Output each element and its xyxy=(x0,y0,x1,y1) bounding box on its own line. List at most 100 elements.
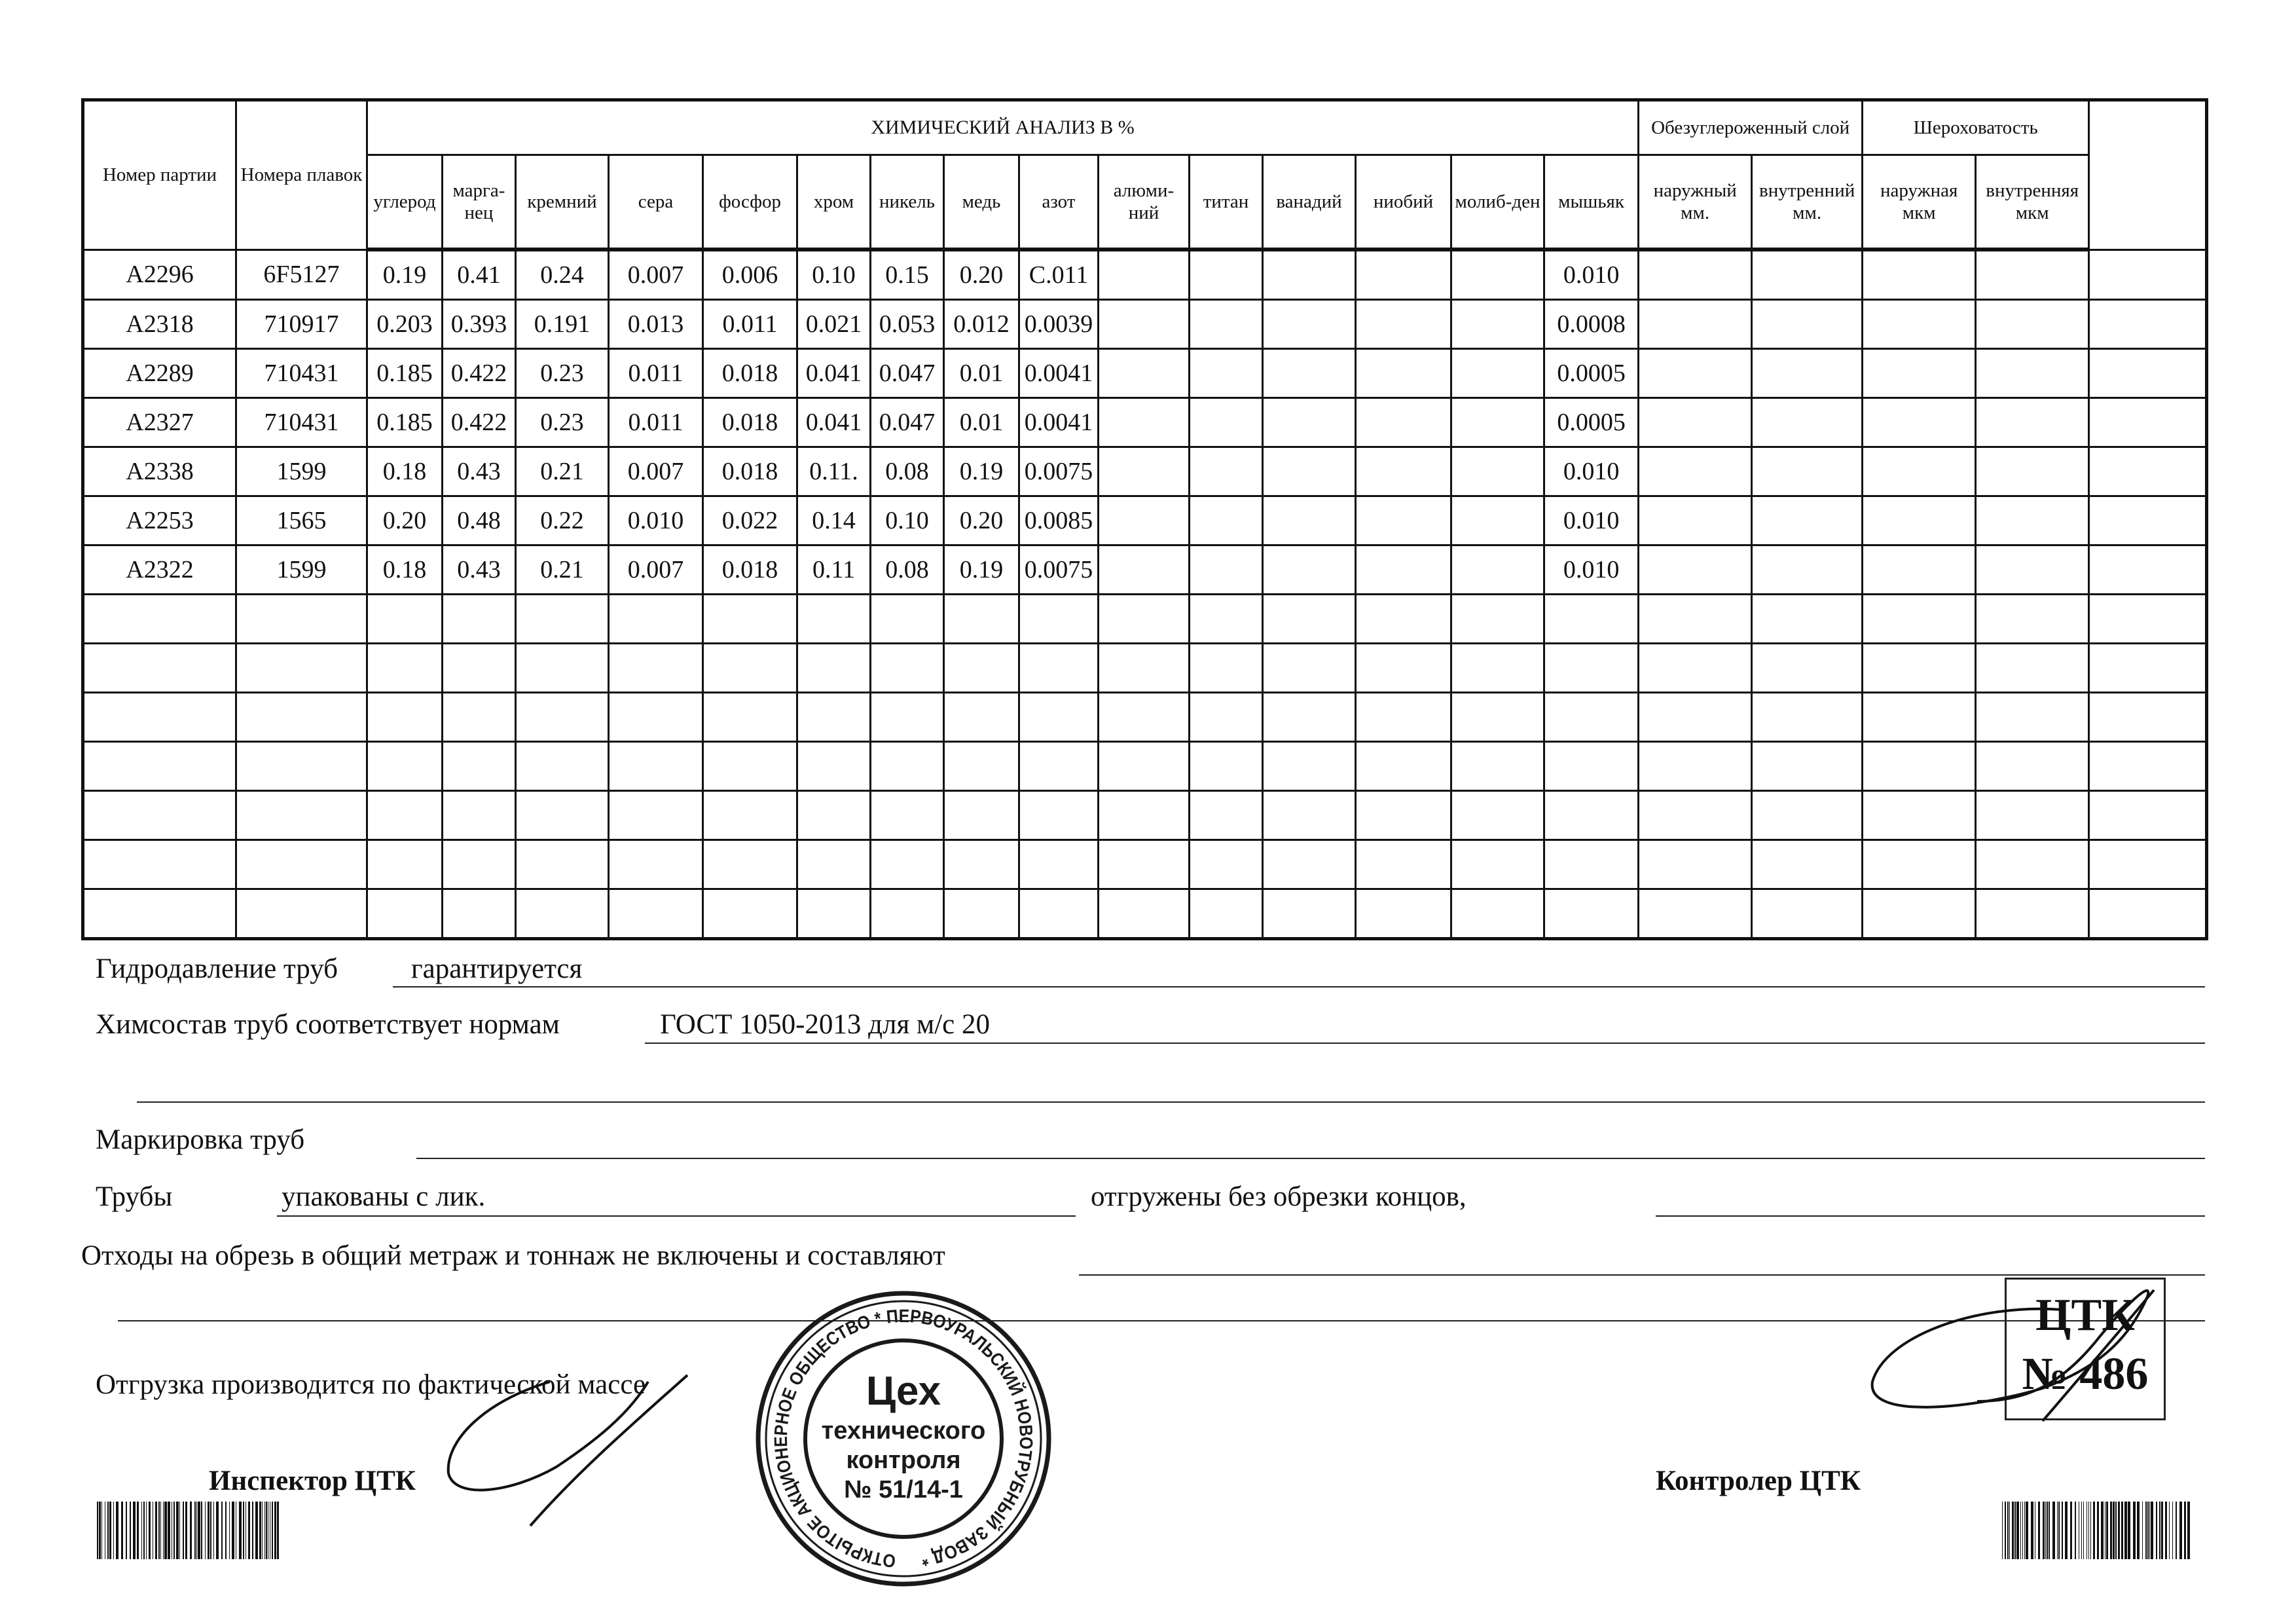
cell-chem: 0.15 xyxy=(869,248,945,301)
cell-chem xyxy=(1450,446,1545,497)
cell-party: A2289 xyxy=(82,348,237,399)
cell-empty xyxy=(1262,888,1357,940)
chem-norm-value: ГОСТ 1050-2013 для м/с 20 xyxy=(660,1009,990,1040)
cell-empty xyxy=(1751,642,1864,693)
cell-chem: 0.041 xyxy=(796,348,871,399)
cell-empty xyxy=(82,741,237,792)
cell-empty xyxy=(1355,593,1452,644)
cell-chem: 0.007 xyxy=(608,544,704,595)
cell-chem: 0.018 xyxy=(702,544,798,595)
header-roughness-0: наружная мкм xyxy=(1861,154,1977,251)
hydro-label: Гидродавление труб xyxy=(96,953,338,984)
cell-empty xyxy=(796,642,871,693)
cell-empty xyxy=(235,692,368,743)
cell-empty xyxy=(869,692,945,743)
round-stamp: ОТКРЫТОЕ АКЦИОНЕРНОЕ ОБЩЕСТВО * ПЕРВОУРА… xyxy=(756,1291,1051,1587)
table-row: A2338 1599 0.18 0.43 0.21 0.007 0.018 0.11. 0.08… xyxy=(82,446,2208,497)
cell-chem xyxy=(1262,348,1357,399)
cell-empty xyxy=(441,692,517,743)
cell-chem xyxy=(1188,348,1264,399)
cell-chem xyxy=(1450,299,1545,350)
cell-chem: 0.10 xyxy=(796,248,871,301)
cell-chem: 0.20 xyxy=(943,495,1020,546)
cell-chem: 0.422 xyxy=(441,397,517,448)
cell-empty xyxy=(1751,299,1864,350)
cell-empty xyxy=(1637,544,1753,595)
cell-empty xyxy=(608,593,704,644)
cell-empty xyxy=(1751,790,1864,841)
cell-empty xyxy=(702,741,798,792)
cell-empty xyxy=(82,839,237,890)
cell-empty xyxy=(82,888,237,940)
cell-empty xyxy=(366,741,443,792)
box-stamp-line2: № 486 xyxy=(2022,1349,2149,1399)
cell-empty xyxy=(2088,839,2208,890)
hydro-underline xyxy=(393,986,2205,987)
cell-empty xyxy=(235,642,368,693)
cell-empty xyxy=(1861,248,1977,301)
cell-chem: 0.11. xyxy=(796,446,871,497)
cell-empty xyxy=(1861,642,1977,693)
cell-chem: 0.012 xyxy=(943,299,1020,350)
cell-chem: 0.01 xyxy=(943,348,1020,399)
cell-party: A2322 xyxy=(82,544,237,595)
cell-empty xyxy=(441,790,517,841)
cell-empty xyxy=(1861,888,1977,940)
header-chem-4: фосфор xyxy=(702,154,798,251)
cell-chem: 0.422 xyxy=(441,348,517,399)
cell-chem: 0.022 xyxy=(702,495,798,546)
cell-empty xyxy=(1188,692,1264,743)
barcode-left xyxy=(97,1502,283,1559)
cell-chem: 0.08 xyxy=(869,446,945,497)
cell-empty xyxy=(2088,248,2208,301)
cell-empty xyxy=(1450,888,1545,940)
cell-empty xyxy=(943,741,1020,792)
cell-chem: 0.0041 xyxy=(1018,397,1099,448)
pipes-value: упакованы с лик. xyxy=(282,1181,486,1212)
cell-empty xyxy=(1975,495,2090,546)
cell-chem: 0.11 xyxy=(796,544,871,595)
cell-empty xyxy=(796,839,871,890)
cell-empty xyxy=(1637,888,1753,940)
cell-chem: 0.021 xyxy=(796,299,871,350)
header-chem-3: сера xyxy=(608,154,704,251)
header-chem-13: молиб-ден xyxy=(1450,154,1545,251)
cell-empty xyxy=(1018,741,1099,792)
pipes-label: Трубы xyxy=(96,1181,173,1212)
cell-empty xyxy=(1097,790,1190,841)
cell-empty xyxy=(2088,888,2208,940)
cell-chem xyxy=(1355,397,1452,448)
cell-empty xyxy=(1542,741,1640,792)
cell-empty xyxy=(1542,593,1640,644)
controller-label: Контролер ЦТК xyxy=(1656,1466,1861,1496)
cell-empty xyxy=(235,593,368,644)
cell-empty xyxy=(1450,692,1545,743)
cell-chem: 0.19 xyxy=(943,544,1020,595)
cell-melt: 710431 xyxy=(235,348,368,399)
cell-chem: 0.0075 xyxy=(1018,446,1099,497)
cell-chem: 0.43 xyxy=(441,544,517,595)
cell-empty xyxy=(1097,692,1190,743)
cell-chem xyxy=(1450,348,1545,399)
cell-chem: 0.010 xyxy=(1542,446,1640,497)
cell-chem: 0.10 xyxy=(869,495,945,546)
cell-chem xyxy=(1097,299,1190,350)
cell-empty xyxy=(1975,446,2090,497)
cell-melt: 1599 xyxy=(235,544,368,595)
cell-empty xyxy=(1355,642,1452,693)
table-row: A2296 6F5127 0.19 0.41 0.24 0.007 0.006 0.10 0.1… xyxy=(82,248,2208,301)
cell-empty xyxy=(1861,397,1977,448)
cell-melt: 710917 xyxy=(235,299,368,350)
cell-chem xyxy=(1355,299,1452,350)
cell-empty xyxy=(515,642,610,693)
cell-empty xyxy=(1018,642,1099,693)
cell-chem: 0.011 xyxy=(608,397,704,448)
header-chem-2: кремний xyxy=(515,154,610,251)
cell-chem: 0.18 xyxy=(366,544,443,595)
cell-empty xyxy=(1355,839,1452,890)
cell-empty xyxy=(1637,692,1753,743)
cell-empty xyxy=(869,790,945,841)
cell-empty xyxy=(2088,593,2208,644)
cell-empty xyxy=(1542,839,1640,890)
table-row-empty xyxy=(82,790,2208,841)
